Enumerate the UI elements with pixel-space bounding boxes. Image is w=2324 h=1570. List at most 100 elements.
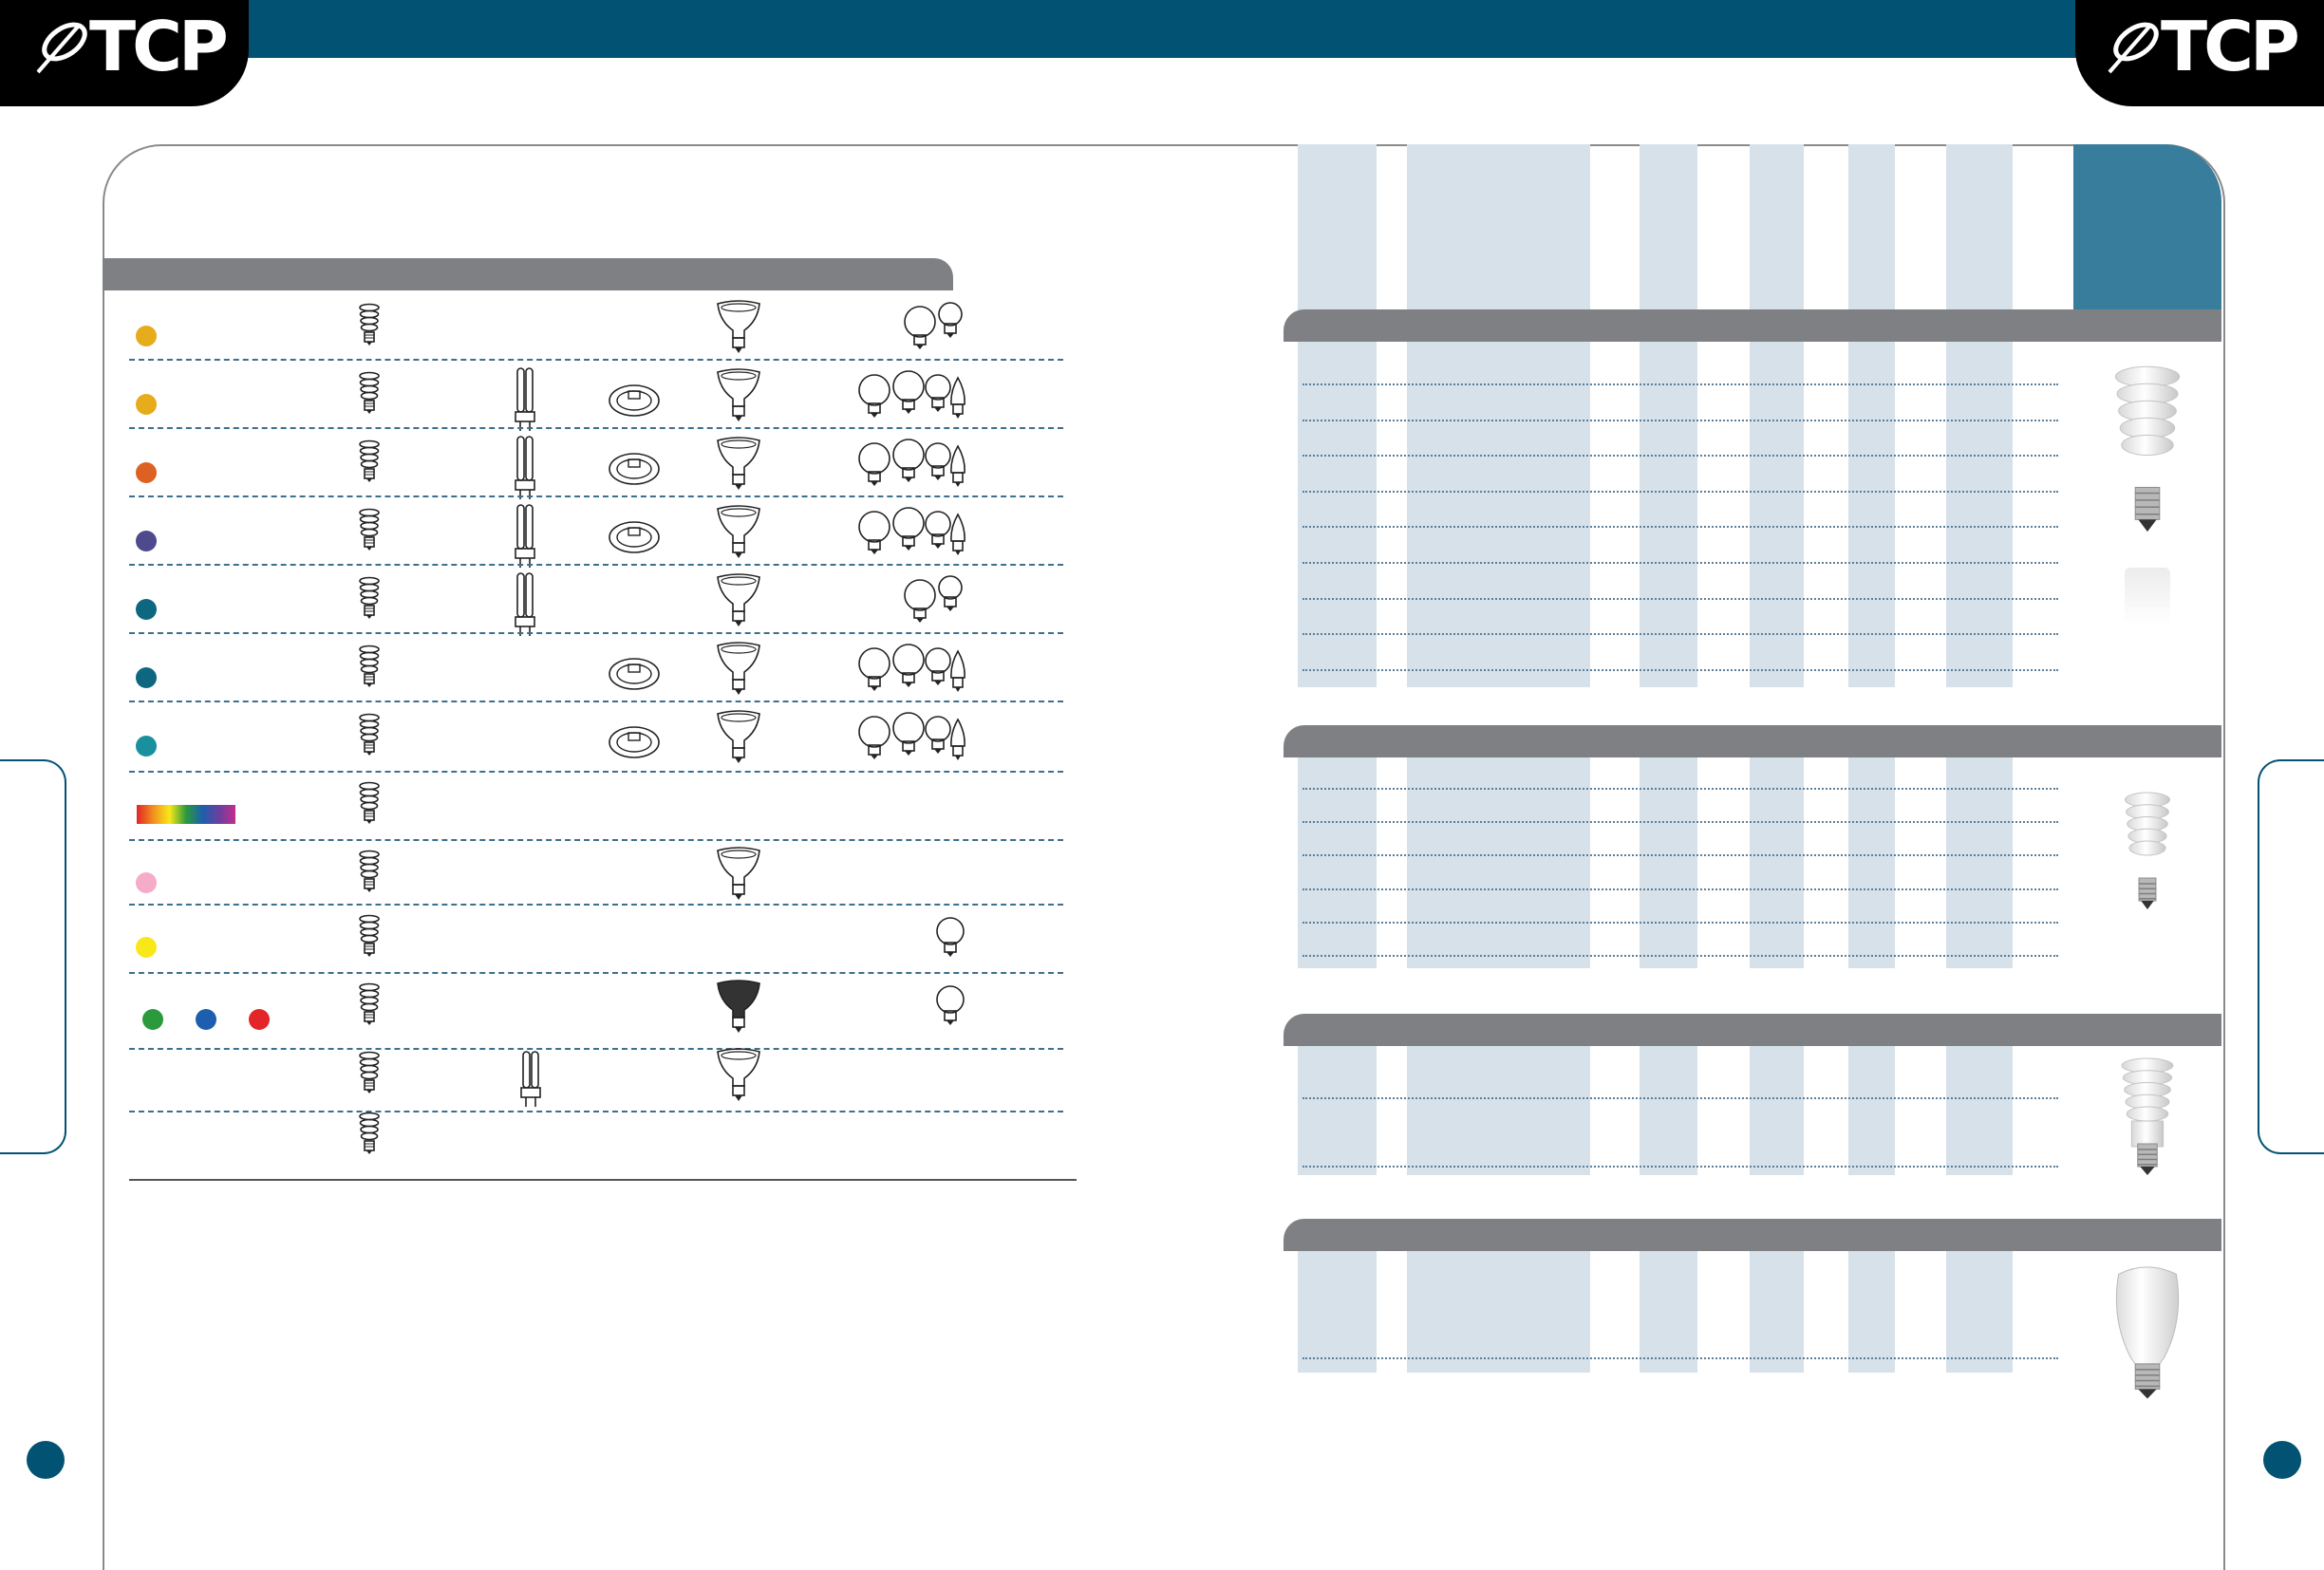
circline-icon [609,521,660,553]
twin-tube-cfl-icon [515,367,535,431]
reflector-bulb-icon [717,980,760,1033]
reflector-bulb-icon [717,300,760,353]
globe-bulb-icon [936,985,965,1025]
globe-bulb-icon [950,513,965,555]
color-dot [136,531,157,551]
column-stripe [1848,342,1895,687]
twin-tube-cfl-icon [515,572,535,636]
row-divider [1303,669,2058,671]
reflector-bulb-icon [717,1048,760,1101]
reflector-bulb-icon [717,573,760,626]
spiral-cfl-icon [359,576,380,619]
globe-bulb-icon [892,370,925,414]
color-dot [136,599,157,620]
column-stripe [1750,144,1804,311]
globe-bulb-icon [858,716,890,759]
right-header-block [2073,144,2221,311]
row-divider [1303,922,2058,924]
spiral-cfl-icon [359,850,380,892]
header-bar [0,0,2324,58]
globe-bulb-icon [925,442,951,480]
circline-icon [609,384,660,417]
leaf-icon [36,22,87,74]
color-spectrum-swatch [137,805,235,824]
spiral-cfl-icon [359,303,380,346]
left-table-header-bar [103,258,953,290]
row-divider [1303,888,2058,890]
spiral-cfl-icon [359,713,380,756]
globe-bulb-icon [950,376,965,419]
color-dot [136,667,157,688]
reflector-bulb-icon [717,710,760,763]
column-stripe [1640,1046,1697,1175]
side-tab-left[interactable] [0,759,66,1154]
color-dot [136,736,157,757]
section-header-bar [1284,725,2221,757]
color-dot [136,326,157,346]
spiral-cfl-icon [359,645,380,687]
cfl-bulb-photo [2115,1266,2180,1399]
row-divider [1303,526,2058,528]
side-tab-right[interactable] [2258,759,2324,1154]
twin-tube-cfl-icon [520,1051,541,1107]
brand-logo: TCP [32,12,229,81]
spiral-cfl-icon [359,982,380,1025]
column-stripe [1946,1251,2013,1373]
column-stripe [1298,1046,1377,1175]
circline-icon [609,453,660,485]
row-divider [129,427,1063,429]
row-divider [1303,788,2058,790]
column-stripe [1640,757,1697,968]
row-divider [1303,420,2058,421]
spiral-cfl-icon [359,439,380,482]
spiral-cfl-icon [359,1112,380,1154]
globe-bulb-icon [892,644,925,687]
circline-icon [609,658,660,690]
column-stripe [1946,1046,2013,1175]
page-number-circle-right [2263,1441,2301,1479]
globe-bulb-icon [925,716,951,754]
column-stripe [1946,757,2013,968]
column-stripe [1946,342,2013,687]
reflector-bulb-icon [717,437,760,490]
globe-bulb-icon [904,306,936,349]
row-divider [1303,1357,2058,1359]
column-stripe [1750,1046,1804,1175]
column-stripe [1298,144,1377,311]
section-header-bar [1284,1014,2221,1046]
globe-bulb-icon [858,374,890,418]
row-divider [1303,821,2058,823]
row-divider [129,359,1063,361]
row-divider [1303,854,2058,856]
column-stripe [1640,1251,1697,1373]
globe-bulb-icon [858,511,890,554]
column-stripe [1298,1251,1377,1373]
leaf-icon [2108,22,2159,74]
column-stripe [1848,1046,1895,1175]
row-divider [129,904,1063,906]
row-divider [129,1111,1063,1112]
section-header-bar [1284,309,2221,342]
column-stripe [1407,757,1590,968]
column-stripe [1407,144,1590,311]
column-stripe [1750,342,1804,687]
column-stripe [1848,144,1895,311]
row-divider [129,771,1063,773]
column-stripe [1640,144,1697,311]
column-stripe [1750,757,1804,968]
globe-bulb-icon [925,647,951,685]
row-divider [1303,1166,2058,1168]
reflector-bulb-icon [717,368,760,421]
bulb-reflection [2125,568,2170,625]
globe-bulb-icon [950,718,965,760]
left-table-bottom-rule [129,1179,1077,1181]
globe-bulb-icon [950,444,965,487]
spiral-cfl-icon [359,508,380,551]
color-dot [142,1009,163,1030]
twin-tube-cfl-icon [515,504,535,568]
cfl-bulb-photo [2121,1057,2174,1175]
column-stripe [1298,757,1377,968]
column-stripe [1750,1251,1804,1373]
globe-bulb-icon [904,579,936,623]
row-divider [129,701,1063,702]
